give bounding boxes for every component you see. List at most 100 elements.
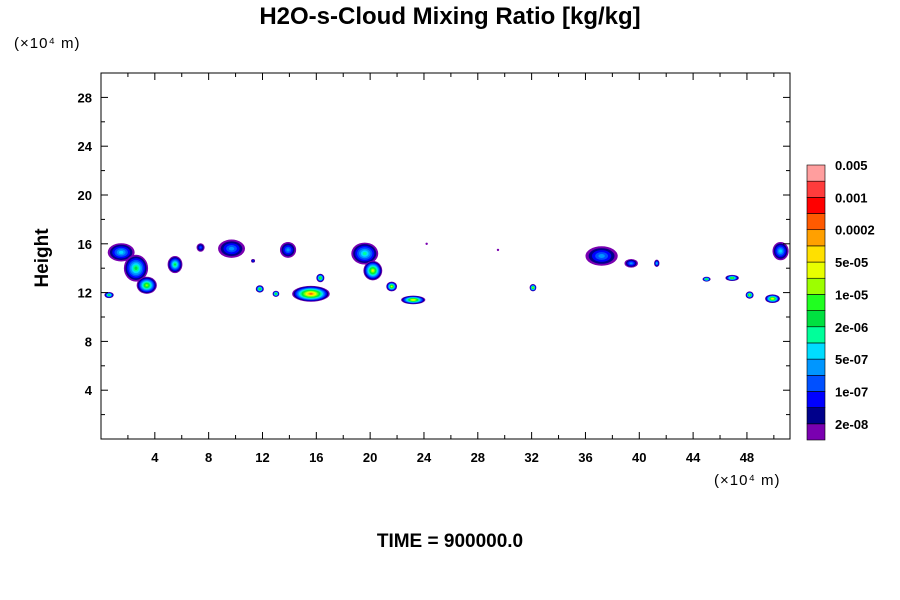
colorbar-label: 5e-05: [835, 255, 868, 270]
colorbar-label: 0.001: [835, 190, 868, 205]
colorbar-swatch: [806, 164, 826, 182]
cloud-patch: [725, 274, 739, 282]
colorbar-swatch: [806, 358, 826, 376]
cloud-patch: [136, 276, 157, 294]
colorbar-label: 2e-06: [835, 320, 868, 335]
cloud-patch: [745, 291, 754, 299]
cloud-patch: [529, 284, 537, 292]
cloud-contour: [275, 293, 277, 295]
cloud-patch: [496, 248, 500, 252]
cloud-patch: [425, 242, 428, 245]
colorbar-label: 5e-07: [835, 352, 868, 367]
cloud-patch: [624, 259, 638, 268]
colorbar-swatch: [806, 229, 826, 247]
cloud-contour: [134, 266, 138, 270]
y-tick-label: 12: [78, 286, 92, 301]
x-tick-label: 32: [524, 450, 538, 465]
cloud-patch: [123, 254, 149, 282]
cloud-patch: [702, 276, 711, 282]
cloud-contour: [309, 293, 313, 295]
cloud-patch: [196, 243, 205, 252]
x-axis-unit: (×10⁴ m): [714, 472, 781, 489]
x-tick-label: 44: [686, 450, 701, 465]
colorbar-swatch: [806, 423, 826, 441]
cloud-patch: [585, 246, 618, 266]
colorbar-swatch: [806, 342, 826, 360]
cloud-patch: [251, 259, 256, 263]
x-tick-label: 36: [578, 450, 592, 465]
x-tick-label: 4: [151, 450, 159, 465]
colorbar-swatch: [806, 326, 826, 344]
cloud-contour: [391, 286, 393, 287]
x-tick-label: 28: [471, 450, 485, 465]
y-tick-label: 16: [78, 237, 92, 252]
chart-title: H2O-s-Cloud Mixing Ratio [kg/kg]: [259, 3, 641, 30]
cloud-contour: [425, 242, 428, 245]
colorbar-swatch: [806, 374, 826, 392]
cloud-patch: [386, 281, 398, 292]
cloud-field: [104, 239, 789, 305]
cloud-contour: [656, 262, 658, 264]
cloud-contour: [286, 248, 290, 252]
cloud-contour: [145, 284, 148, 287]
x-tick-label: 20: [363, 450, 377, 465]
colorbar-label: 0.005: [835, 158, 868, 173]
cloud-contour: [174, 263, 176, 266]
y-axis-unit: (×10⁴ m): [14, 35, 81, 52]
y-tick-label: 8: [85, 334, 92, 349]
cloud-patch: [107, 243, 135, 262]
cloud-contour: [252, 260, 254, 262]
colorbar-swatch: [806, 245, 826, 263]
colorbar-label: 1e-07: [835, 384, 868, 399]
cloud-patch: [104, 291, 114, 299]
cloud-contour: [771, 298, 774, 300]
cloud-patch: [272, 290, 280, 297]
x-tick-label: 16: [309, 450, 323, 465]
cloud-patch: [218, 239, 245, 258]
cloud-patch: [401, 295, 426, 305]
y-tick-label: 24: [78, 139, 93, 154]
x-tick-label: 8: [205, 450, 212, 465]
colorbar-swatch: [806, 407, 826, 425]
cloud-patch: [351, 242, 379, 265]
cloud-contour: [259, 288, 261, 290]
x-tick-label: 12: [255, 450, 269, 465]
cloud-patch: [772, 241, 789, 261]
colorbar-swatch: [806, 213, 826, 231]
cloud-patch: [292, 285, 330, 302]
cloud-patch: [316, 273, 325, 283]
cloud-patch: [167, 256, 183, 274]
cloud-contour: [118, 250, 124, 254]
cloud-contour: [629, 262, 633, 265]
x-tick-label: 40: [632, 450, 646, 465]
cloud-contour: [108, 294, 110, 296]
plot-frame: [100, 72, 791, 440]
colorbar-swatch: [806, 391, 826, 408]
colorbar-swatch: [806, 277, 826, 295]
colorbar-label: 2e-08: [835, 417, 868, 432]
cloud-contour: [199, 246, 202, 249]
cloud-contour: [362, 251, 367, 256]
y-tick-label: 28: [78, 90, 92, 105]
colorbar-swatch: [806, 180, 826, 198]
colorbar-swatch: [806, 310, 826, 328]
cloud-contour: [412, 299, 415, 301]
cloud-contour: [749, 294, 750, 296]
colorbar-legend: 2e-08 1e-07 5e-07 2e-06 1e-05 5e-05 0.0002 0.00…: [806, 158, 875, 441]
cloud-patch: [765, 294, 780, 303]
cloud-contour: [228, 246, 235, 251]
cloud-patch: [255, 285, 264, 293]
cloud-contour: [598, 254, 605, 258]
colorbar-label: 1e-05: [835, 287, 868, 302]
cloud-contour: [496, 248, 500, 252]
colorbar-swatch: [806, 197, 826, 214]
cloud-patch: [363, 260, 383, 281]
colorbar-label: 0.0002: [835, 223, 875, 238]
colorbar-swatch: [806, 294, 826, 311]
x-tick-label: 48: [740, 450, 754, 465]
x-tick-label: 24: [417, 450, 432, 465]
cloud-contour: [779, 249, 782, 253]
cloud-patch: [654, 259, 660, 267]
